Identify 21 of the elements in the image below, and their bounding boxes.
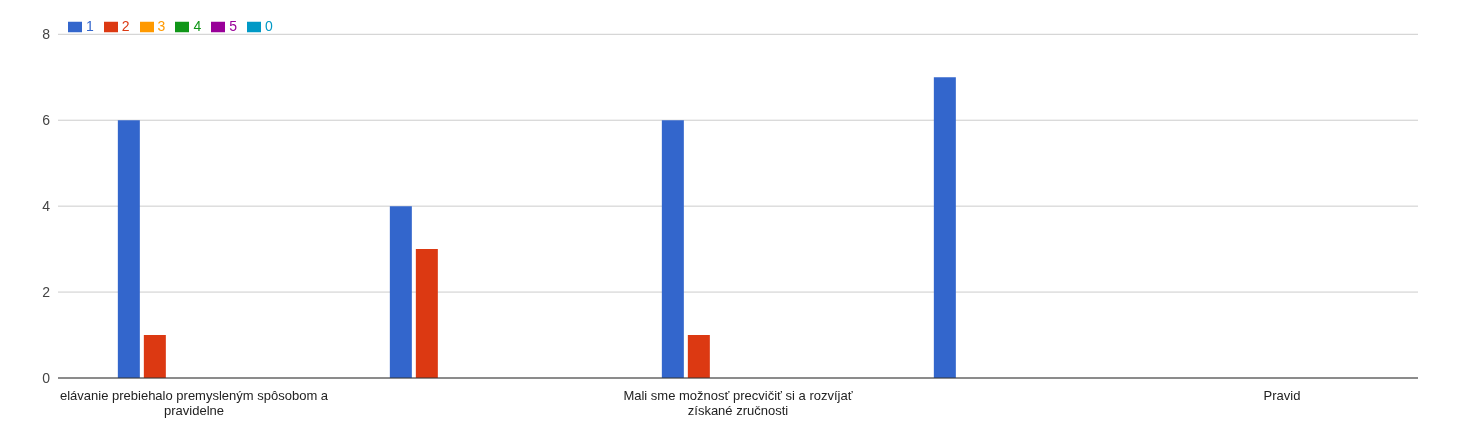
- bar: [143, 335, 166, 378]
- x-tick-label: elávanie prebiehalo premysleným spôsobom a pravidelne: [59, 388, 329, 418]
- bar: [389, 206, 412, 378]
- legend-label: 5: [229, 18, 237, 34]
- y-tick-label: 2: [42, 284, 51, 301]
- legend-label: 0: [264, 18, 273, 34]
- x-tick-label: Mali sme možnosť precvičiť si a rozvíjať získané zručnosti: [623, 388, 853, 418]
- legend-label: 4: [193, 18, 202, 34]
- y-tick-label: 4: [42, 198, 51, 215]
- bar: [687, 335, 710, 378]
- y-tick-label: 6: [42, 112, 51, 129]
- y-tick-label: 0: [42, 369, 51, 386]
- legend-label: 2: [121, 18, 130, 34]
- y-tick-label: 8: [42, 26, 51, 43]
- legend-label: 1: [86, 18, 94, 34]
- legend-label: 3: [157, 18, 166, 34]
- x-tick-label: Pravid: [1263, 388, 1301, 403]
- bar: [661, 120, 684, 378]
- bar: [933, 77, 956, 378]
- bar: [117, 120, 140, 378]
- bar: [415, 249, 438, 378]
